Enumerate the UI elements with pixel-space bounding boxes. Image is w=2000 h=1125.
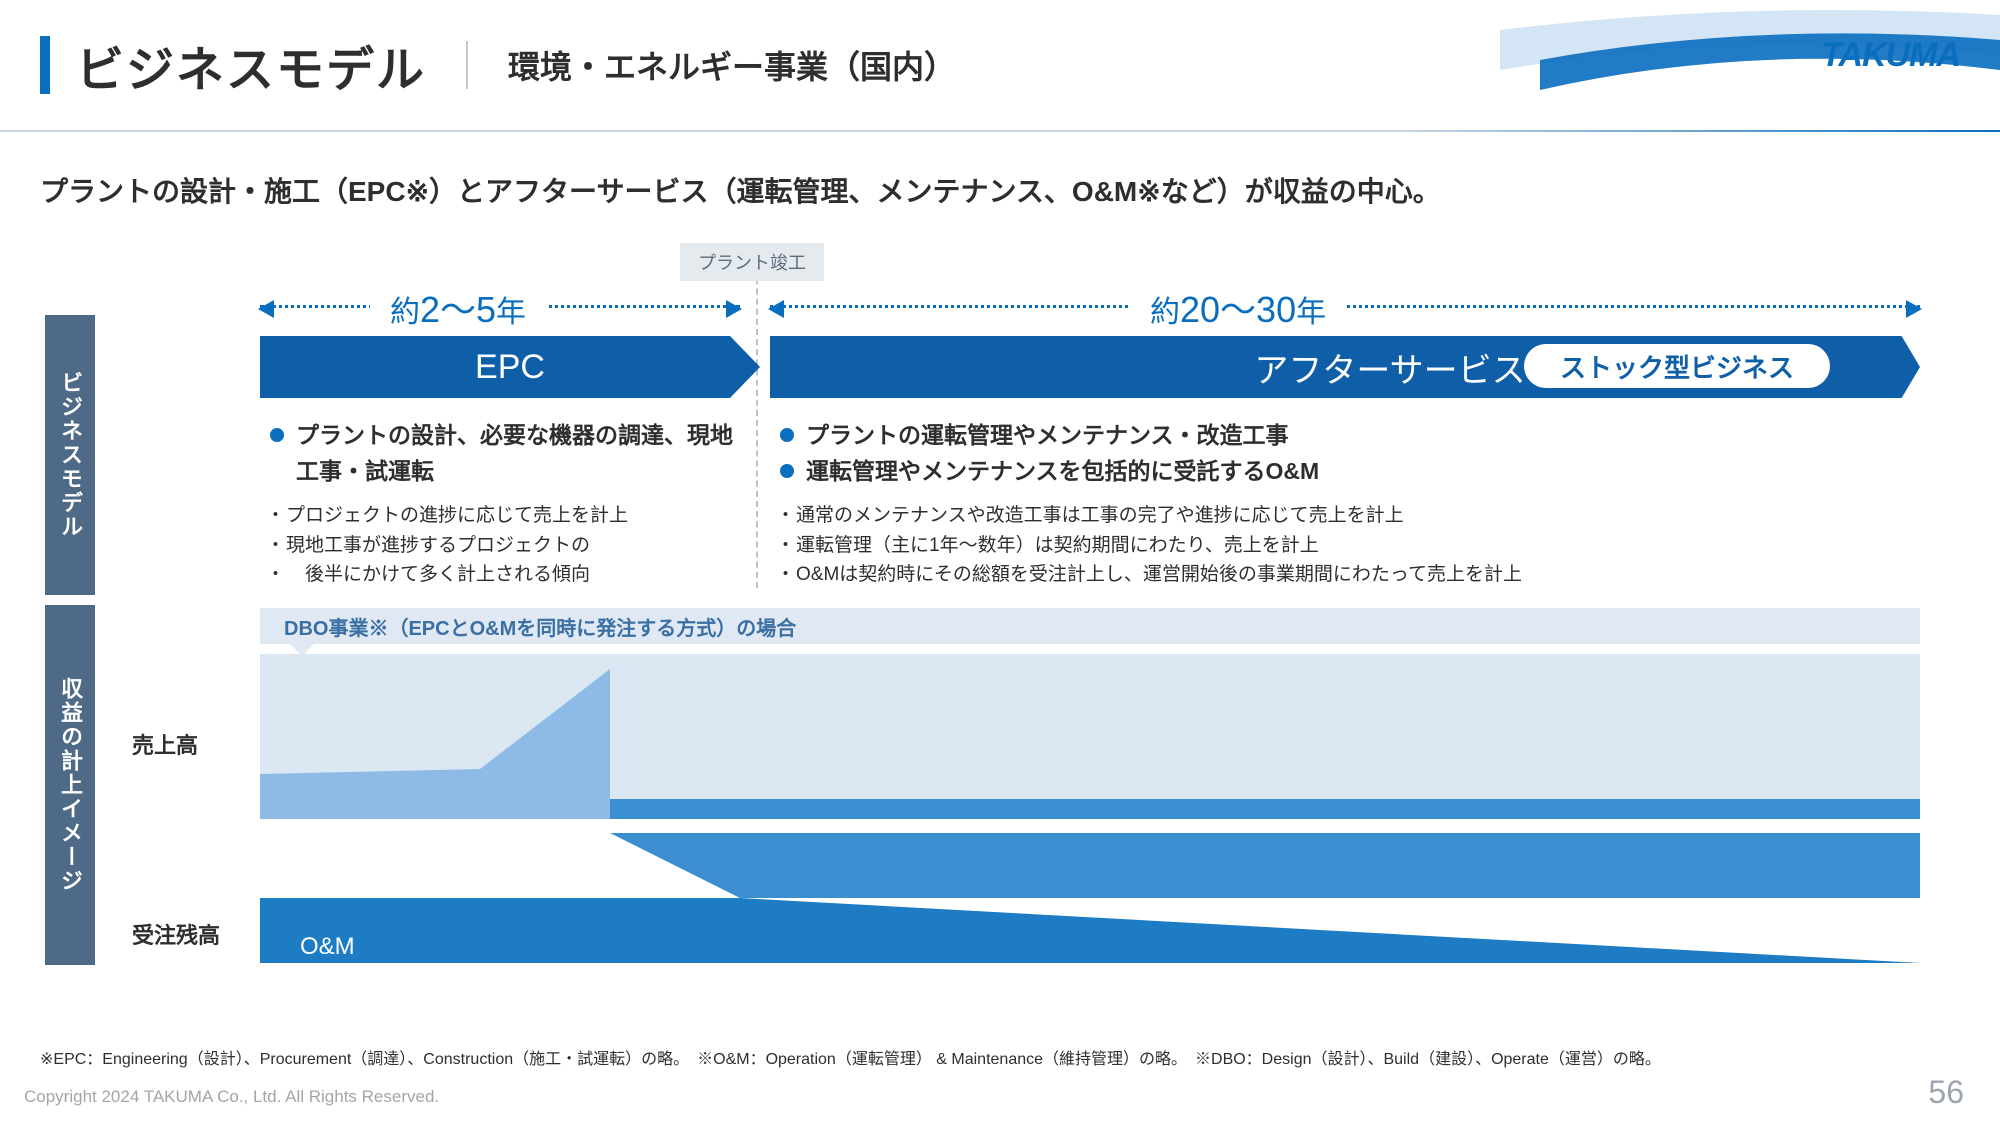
duration-text-after: 約20〜30年 [1130, 281, 1346, 333]
header-rule [0, 130, 2000, 132]
chart-label-backlog: 受注残高 [132, 918, 220, 950]
backlog-chart [260, 833, 1920, 983]
side-label-revenue: 収益の計上イメージ [45, 605, 95, 965]
footnotes: ※EPC：Engineering（設計）、Procurement（調達）、Con… [40, 1045, 1960, 1069]
backlog-om-label: O&M [300, 933, 355, 961]
sub-bullet: 運転管理（主に1年〜数年）は契約期間にわたり、売上を計上 [780, 531, 1920, 560]
side-label-model: ビジネスモデル [45, 315, 95, 595]
timeline: プラント竣工 約2〜5年 約20〜30年 [260, 255, 1920, 335]
dbo-banner: DBO事業※（EPCとO&Mを同時に発注する方式）の場合 [260, 608, 1920, 644]
brand-logo: TAKUMA [1821, 36, 1960, 75]
sales-chart [260, 654, 1920, 819]
page-number: 56 [1928, 1074, 1964, 1111]
sub-bullet-cont: 後半にかけて多く計上される傾向 [270, 560, 740, 589]
bullet-item: 運転管理やメンテナンスを包括的に受託するO&M [780, 454, 1920, 490]
bullets-after: プラントの運転管理やメンテナンス・改造工事 運転管理やメンテナンスを包括的に受託… [780, 418, 1920, 590]
page-subtitle: 環境・エネルギー事業（国内） [508, 42, 956, 88]
lead-text: プラントの設計・施工（EPC※）とアフターサービス（運転管理、メンテナンス、O&… [40, 170, 1441, 210]
bullet-item: プラントの運転管理やメンテナンス・改造工事 [780, 418, 1920, 454]
stock-badge: ストック型ビジネス [1524, 344, 1830, 388]
phase-after-label: アフターサービス [1254, 343, 1525, 392]
sub-bullet: 現地工事が進捗するプロジェクトの [270, 531, 740, 560]
duration-text-epc: 約2〜5年 [370, 281, 546, 333]
copyright: Copyright 2024 TAKUMA Co., Ltd. All Righ… [24, 1087, 439, 1107]
phase-epc: EPC [260, 336, 760, 398]
title-accent-bar [40, 36, 50, 94]
sub-bullet: プロジェクトの進捗に応じて売上を計上 [270, 501, 740, 530]
page-title: ビジネスモデル [76, 30, 426, 100]
bullets-epc: プラントの設計、必要な機器の調達、現地工事・試運転 プロジェクトの進捗に応じて売… [270, 418, 740, 590]
phase-after: アフターサービス ストック型ビジネス [770, 336, 1920, 398]
header: ビジネスモデル 環境・エネルギー事業（国内） TAKUMA [0, 0, 2000, 120]
phase-banner: EPC アフターサービス ストック型ビジネス [260, 336, 1920, 398]
sub-bullet: O&Mは契約時にその総額を受注計上し、運営開始後の事業期間にわたって売上を計上 [780, 560, 1920, 589]
plant-completion-label: プラント竣工 [680, 243, 824, 281]
chart-label-sales: 売上高 [132, 728, 198, 760]
sub-bullet: 通常のメンテナンスや改造工事は工事の完了や進捗に応じて売上を計上 [780, 501, 1920, 530]
title-divider [466, 41, 468, 89]
backlog-epc-label: EPC [300, 874, 349, 902]
bullet-item: プラントの設計、必要な機器の調達、現地工事・試運転 [270, 418, 740, 489]
